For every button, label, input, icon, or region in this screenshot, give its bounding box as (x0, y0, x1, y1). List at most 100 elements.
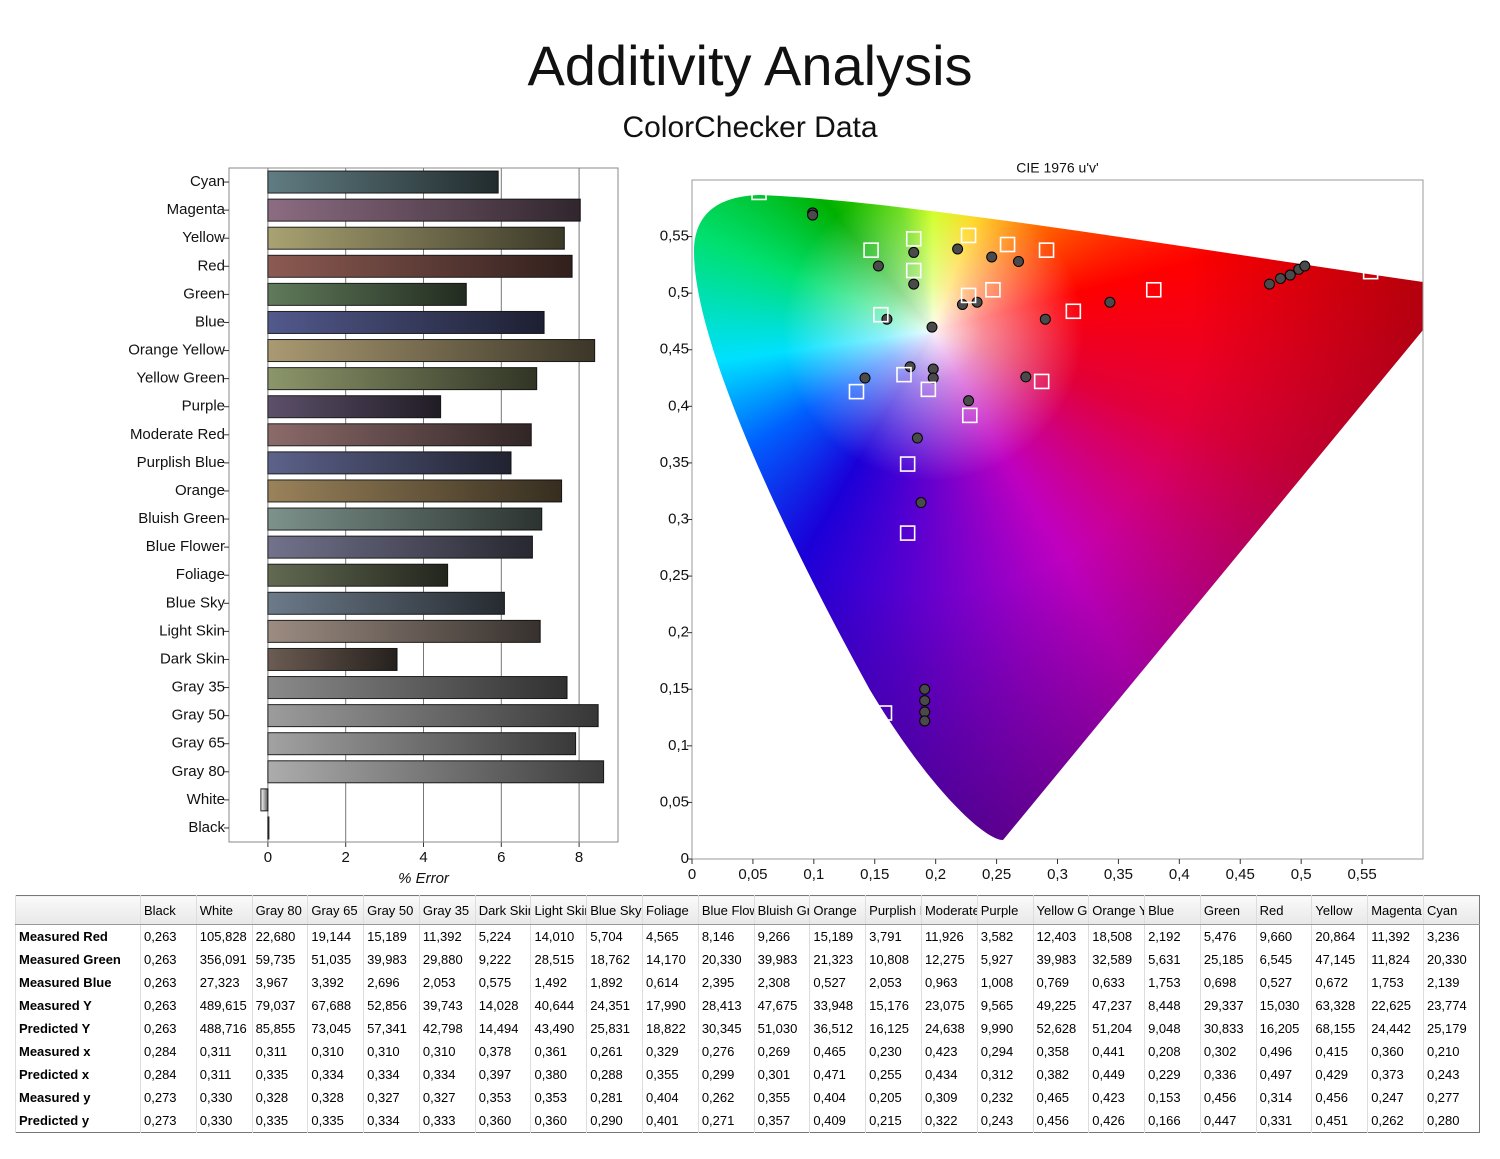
table-cell: 14,170 (642, 948, 699, 971)
bar (267, 704, 599, 728)
page-title: Additivity Analysis (527, 34, 972, 97)
table-cell: 0,276 (697, 1040, 755, 1063)
table-cell: 0,322 (920, 1109, 978, 1133)
table-cell: 2,308 (753, 971, 810, 994)
point-circle (927, 372, 939, 384)
y-tick-label: 0,5 (668, 284, 689, 301)
x-tick-label: 0,15 (860, 866, 889, 883)
column-header: Moderate (920, 895, 978, 925)
table-cell: 0,271 (697, 1109, 755, 1133)
point-square (876, 705, 893, 721)
column-header: Red (1255, 895, 1312, 925)
table-cell: 2,696 (363, 971, 420, 994)
column-header: Purplish Bl (865, 895, 922, 925)
column-header: Blue Flowe (697, 895, 755, 925)
page-subtitle: ColorChecker Data (622, 111, 877, 144)
x-tick-label: 0 (688, 866, 696, 883)
table-cell: 0,360 (1367, 1040, 1424, 1063)
point-circle (926, 321, 938, 333)
table-cell: 0,330 (195, 1086, 253, 1109)
x-tick-label: 8 (575, 849, 583, 866)
table-cell: 0,310 (363, 1040, 420, 1063)
y-tick-label: Foliage (176, 566, 225, 583)
table-cell: 24,442 (1367, 1017, 1424, 1040)
table-cell: 0,451 (1311, 1109, 1368, 1133)
table-cell: 0,294 (976, 1040, 1033, 1063)
bar (267, 591, 505, 615)
table-cell: 18,822 (642, 1017, 699, 1040)
table-cell: 3,967 (251, 971, 308, 994)
table-cell: 15,189 (363, 924, 420, 948)
table-cell: 15,189 (809, 924, 866, 948)
table-cell: 0,243 (976, 1109, 1033, 1133)
table-cell: 0,361 (530, 1040, 587, 1063)
x-axis-label: % Error (398, 870, 450, 887)
table-cell: 2,139 (1422, 971, 1480, 994)
y-tick-label: Black (188, 819, 225, 836)
table-cell: 0,263 (140, 1017, 197, 1040)
bar (267, 254, 573, 278)
table-cell: 0,456 (1311, 1086, 1368, 1109)
x-tick-label: 0,55 (1347, 866, 1376, 883)
bar (267, 282, 467, 306)
point-circle (1263, 278, 1275, 290)
row-label: Predicted y (15, 1109, 141, 1133)
table-cell: 0,404 (809, 1086, 866, 1109)
table-cell: 0,210 (1422, 1040, 1480, 1063)
table-cell: 39,983 (363, 948, 420, 971)
table-cell: 2,192 (1144, 924, 1201, 948)
table-cell: 0,334 (363, 1109, 420, 1133)
table-cell: 51,035 (307, 948, 364, 971)
bar (267, 535, 533, 559)
point-square (985, 281, 1001, 298)
row-label: Predicted x (15, 1063, 141, 1086)
table-cell: 0,497 (1255, 1063, 1312, 1086)
table-cell: 0,358 (1032, 1040, 1089, 1063)
column-header: Yellow Gre (1032, 895, 1089, 925)
y-tick-label: Gray 35 (172, 679, 225, 696)
table-cell: 22,680 (251, 924, 308, 948)
row-label: Measured Green (15, 948, 141, 971)
table-cell: 0,290 (586, 1109, 643, 1133)
y-tick-label: Orange (175, 482, 225, 499)
x-tick-label: 0,1 (803, 866, 824, 883)
table-cell: 0,311 (251, 1040, 308, 1063)
table-cell: 0,465 (809, 1040, 866, 1063)
table-cell: 52,628 (1032, 1017, 1089, 1040)
table-cell: 0,232 (976, 1086, 1033, 1109)
point-circle (1039, 313, 1051, 325)
table-cell: 12,275 (920, 948, 978, 971)
point-circle (919, 683, 931, 695)
table-cell: 0,327 (418, 1086, 476, 1109)
table-cell: 0,429 (1311, 1063, 1368, 1086)
table-cell: 9,222 (474, 948, 531, 971)
y-tick-label: Red (197, 257, 225, 274)
table-cell: 0,355 (642, 1063, 699, 1086)
point-circle (1104, 296, 1116, 308)
y-tick-label: Gray 80 (172, 763, 225, 780)
table-cell: 0,335 (251, 1109, 308, 1133)
column-header: Blue (1144, 895, 1201, 925)
table-cell: 52,856 (363, 994, 420, 1017)
table-cell: 0,314 (1255, 1086, 1312, 1109)
table-cell: 0,311 (195, 1063, 253, 1086)
y-tick-label: Blue Flower (146, 538, 225, 555)
table-cell: 0,284 (140, 1040, 197, 1063)
table-cell: 0,310 (418, 1040, 476, 1063)
table-cell: 488,716 (195, 1017, 253, 1040)
table-cell: 1,892 (586, 971, 643, 994)
column-header: Gray 50 (363, 895, 420, 925)
column-header: Bluish Gre (753, 895, 810, 925)
y-tick-label: Dark Skin (160, 650, 225, 667)
table-cell: 0,672 (1311, 971, 1368, 994)
table-cell: 0,334 (418, 1063, 476, 1086)
point-circle (1299, 260, 1311, 272)
table-cell: 0,360 (474, 1109, 531, 1133)
table-cell: 0,310 (307, 1040, 364, 1063)
x-tick-label: 6 (497, 849, 505, 866)
column-header: Black (140, 895, 197, 925)
table-cell: 0,373 (1367, 1063, 1424, 1086)
table-cell: 39,743 (418, 994, 476, 1017)
table-cell: 0,397 (474, 1063, 531, 1086)
bar (267, 563, 449, 587)
